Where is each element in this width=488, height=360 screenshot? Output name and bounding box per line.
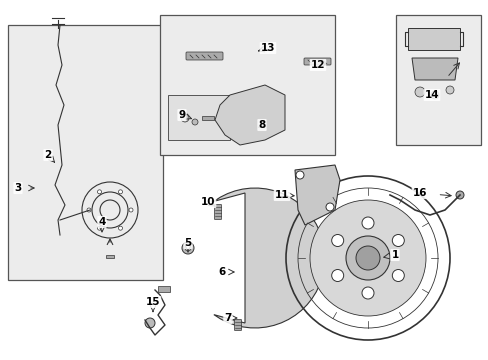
Text: 6: 6	[218, 267, 225, 277]
Circle shape	[391, 270, 404, 282]
Circle shape	[97, 190, 102, 194]
FancyBboxPatch shape	[214, 204, 221, 220]
Circle shape	[331, 270, 343, 282]
Polygon shape	[294, 165, 339, 225]
Circle shape	[355, 246, 379, 270]
Circle shape	[87, 208, 91, 212]
Circle shape	[309, 200, 425, 316]
Circle shape	[145, 318, 155, 328]
FancyBboxPatch shape	[304, 58, 330, 65]
Circle shape	[430, 91, 438, 99]
Polygon shape	[213, 188, 324, 328]
Bar	[158, 286, 170, 292]
Bar	[106, 255, 114, 258]
FancyBboxPatch shape	[185, 52, 223, 60]
Circle shape	[331, 234, 343, 247]
Bar	[160, 15, 334, 155]
Bar	[168, 95, 229, 140]
Text: 16: 16	[412, 188, 427, 198]
Text: 15: 15	[145, 297, 160, 307]
Text: 13: 13	[260, 43, 275, 53]
Circle shape	[361, 217, 373, 229]
Text: 9: 9	[178, 110, 185, 120]
Circle shape	[361, 287, 373, 299]
Bar	[202, 116, 214, 120]
Circle shape	[325, 203, 333, 211]
Text: 7: 7	[224, 313, 231, 323]
Text: 3: 3	[14, 183, 21, 193]
Text: 8: 8	[258, 120, 265, 130]
Circle shape	[182, 242, 194, 254]
Text: 14: 14	[424, 90, 438, 100]
FancyBboxPatch shape	[234, 320, 241, 330]
Circle shape	[414, 87, 424, 97]
Bar	[395, 15, 480, 145]
Circle shape	[184, 245, 191, 251]
Text: 5: 5	[184, 238, 191, 248]
Polygon shape	[411, 58, 457, 80]
Circle shape	[129, 208, 133, 212]
Circle shape	[346, 236, 389, 280]
Text: 10: 10	[201, 197, 215, 207]
Circle shape	[455, 191, 463, 199]
Text: 2: 2	[44, 150, 52, 160]
Text: 11: 11	[274, 190, 289, 200]
Circle shape	[181, 114, 189, 122]
Text: 12: 12	[310, 60, 325, 70]
Circle shape	[118, 226, 122, 230]
Circle shape	[118, 190, 122, 194]
Circle shape	[97, 226, 102, 230]
Text: 4: 4	[98, 217, 105, 227]
Polygon shape	[407, 28, 459, 50]
Circle shape	[391, 234, 404, 247]
Text: 1: 1	[390, 250, 398, 260]
Polygon shape	[215, 85, 285, 145]
Circle shape	[192, 119, 198, 125]
Circle shape	[295, 171, 304, 179]
Bar	[8, 25, 163, 280]
Circle shape	[445, 86, 453, 94]
